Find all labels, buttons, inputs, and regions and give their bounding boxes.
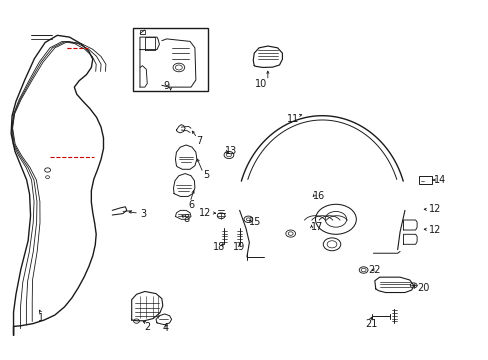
Text: 15: 15 (249, 217, 261, 227)
Text: 12: 12 (428, 225, 441, 235)
Bar (132, 28, 207, 91)
Text: 8: 8 (183, 213, 189, 224)
Text: 3: 3 (140, 209, 146, 219)
Text: 19: 19 (232, 242, 244, 252)
Text: 18: 18 (213, 242, 225, 252)
Text: 9: 9 (163, 81, 169, 91)
Bar (418, 176, 431, 184)
Text: 2: 2 (144, 322, 150, 332)
Text: 5: 5 (203, 170, 209, 180)
Text: 21: 21 (365, 319, 377, 329)
Text: 10: 10 (255, 79, 267, 89)
Text: 7: 7 (196, 136, 202, 146)
Text: 6: 6 (188, 200, 194, 210)
Text: 16: 16 (312, 191, 324, 201)
Text: 12: 12 (428, 204, 441, 214)
Text: 17: 17 (310, 222, 323, 232)
Text: 20: 20 (416, 283, 428, 293)
Text: 22: 22 (368, 265, 380, 275)
Text: 1: 1 (38, 312, 44, 323)
Text: 12: 12 (199, 208, 211, 218)
Text: 13: 13 (224, 146, 237, 156)
Text: 4: 4 (163, 323, 168, 333)
Text: 11: 11 (286, 113, 299, 123)
Text: 14: 14 (433, 175, 446, 185)
